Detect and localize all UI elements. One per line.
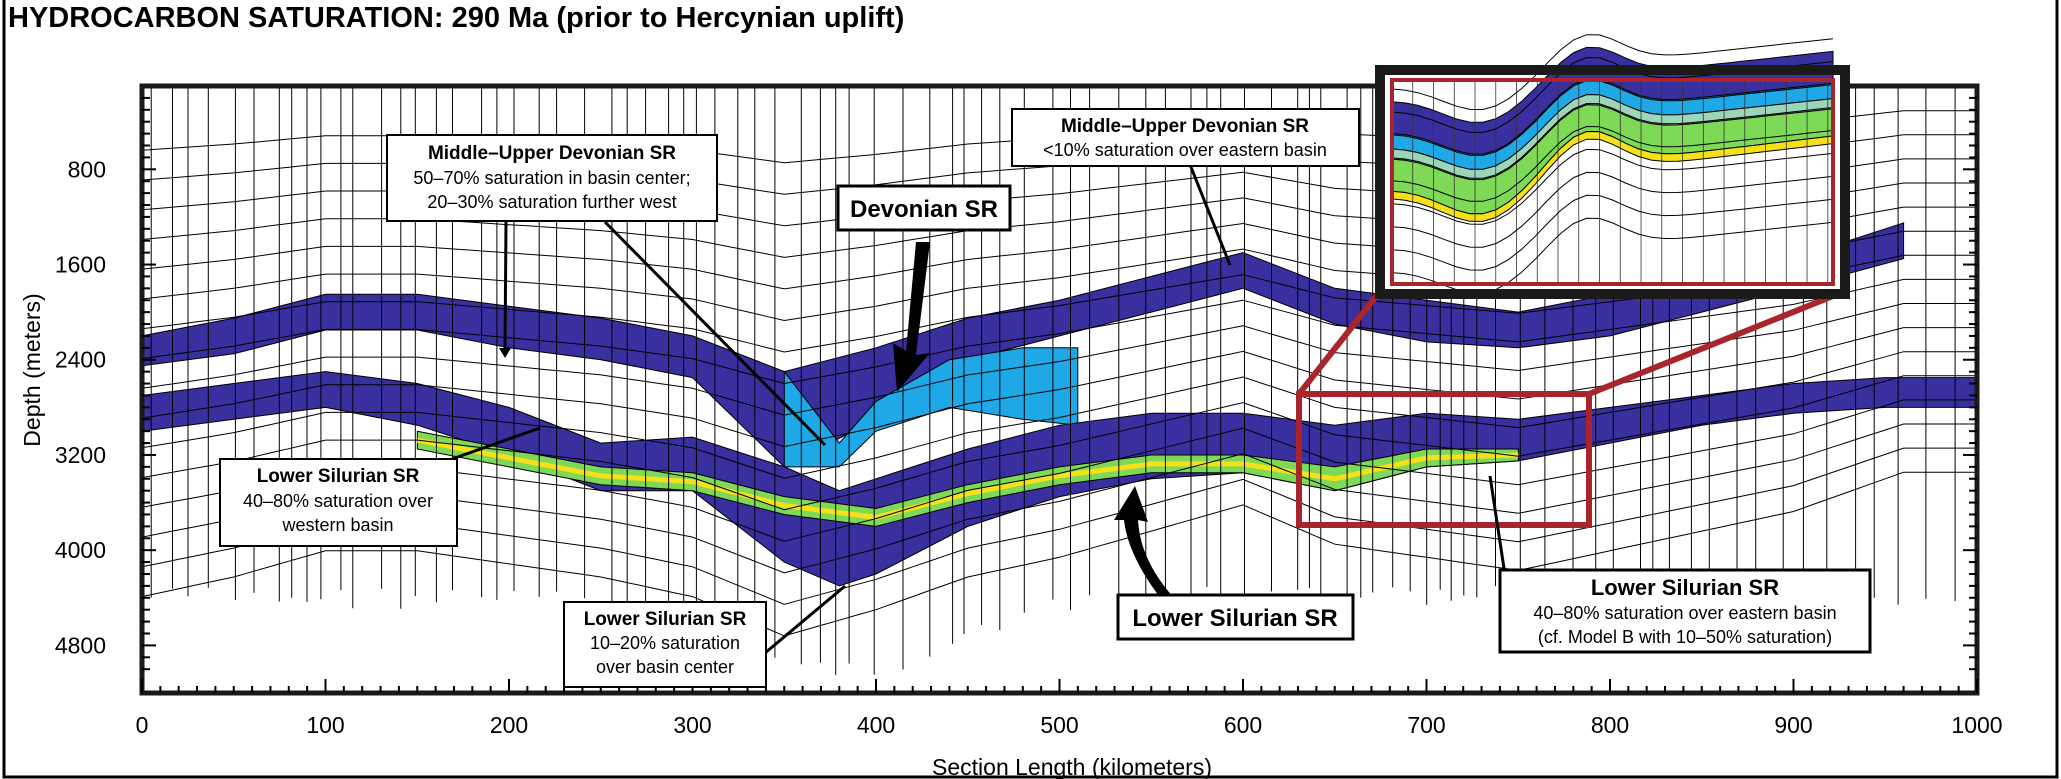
svg-text:10–20% saturation: 10–20% saturation — [590, 633, 740, 653]
inset-grid-surface — [1391, 80, 1834, 156]
y-axis-label: Depth (meters) — [19, 293, 45, 446]
svg-text:40–80% saturation over: 40–80% saturation over — [243, 491, 433, 511]
zoom-indicator — [1296, 291, 1840, 528]
svg-text:20–30% saturation further west: 20–30% saturation further west — [427, 192, 676, 212]
inset-grid-surface — [1391, 194, 1834, 271]
x-tick-label: 900 — [1774, 712, 1812, 738]
x-tick-label: 1000 — [1951, 712, 2002, 738]
x-tick-label: 800 — [1591, 712, 1629, 738]
svg-text:Devonian SR: Devonian SR — [850, 196, 998, 223]
y-tick-label: 800 — [68, 156, 106, 182]
grid-surface — [142, 303, 1977, 416]
x-tick-label: 100 — [306, 712, 344, 738]
x-tick-label: 0 — [136, 712, 149, 738]
annotation-leaders — [451, 151, 1507, 655]
svg-text:Lower Silurian SR: Lower Silurian SR — [1591, 575, 1779, 600]
svg-text:over basin center: over basin center — [596, 657, 734, 677]
annotation-devonian-sr: Devonian SR — [836, 184, 1012, 232]
inset-grid-surface — [1391, 125, 1834, 202]
layer-0 — [142, 222, 1905, 468]
annotation-silurian-east: Lower Silurian SR 40–80% saturation over… — [1498, 568, 1872, 654]
grid-surface — [142, 375, 1977, 511]
svg-text:50–70% saturation in basin cen: 50–70% saturation in basin center; — [413, 168, 690, 188]
annotation-silurian-center: Lower Silurian SR 10–20% saturation over… — [563, 601, 767, 688]
y-tick-label: 4000 — [55, 537, 106, 563]
devonian-arrow — [893, 242, 930, 392]
svg-text:Middle–Upper Devonian SR: Middle–Upper Devonian SR — [1061, 116, 1309, 137]
y-tick-label: 1600 — [55, 252, 106, 278]
svg-text:<10% saturation over eastern b: <10% saturation over eastern basin — [1043, 140, 1327, 160]
inset-zoom-panel — [1375, 34, 1850, 299]
annotation-devonian-east: Middle–Upper Devonian SR <10% saturation… — [1011, 108, 1360, 167]
x-tick-label: 400 — [857, 712, 895, 738]
annotation-lower-silurian-sr: Lower Silurian SR — [1116, 593, 1355, 641]
inset-grid-surface — [1391, 148, 1834, 225]
y-tick-label: 3200 — [55, 442, 106, 468]
x-tick-label: 300 — [673, 712, 711, 738]
inset-grid-surface — [1391, 102, 1834, 179]
svg-text:Middle–Upper Devonian SR: Middle–Upper Devonian SR — [428, 143, 676, 164]
svg-text:Lower Silurian SR: Lower Silurian SR — [257, 466, 420, 487]
x-tick-label: 200 — [490, 712, 528, 738]
y-axis: 800 1600 2400 3200 4000 4800 — [55, 96, 1977, 671]
layer-horizon-yellow — [416, 437, 1519, 520]
inset-grid-surface — [1391, 34, 1834, 111]
annotation-devonian-west: Middle–Upper Devonian SR 50–70% saturati… — [386, 134, 718, 222]
svg-text:40–80% saturation over eastern: 40–80% saturation over eastern basin — [1533, 603, 1836, 623]
svg-text:Lower Silurian SR: Lower Silurian SR — [1132, 605, 1337, 632]
y-tick-label: 2400 — [55, 347, 106, 373]
x-axis-label: Section Length (kilometers) — [932, 754, 1212, 779]
grid-surface — [142, 327, 1977, 448]
x-tick-label: 600 — [1224, 712, 1262, 738]
annotation-silurian-west: Lower Silurian SR 40–80% saturation over… — [219, 458, 458, 547]
grid-surface — [142, 278, 1977, 385]
svg-text:Lower Silurian SR: Lower Silurian SR — [584, 609, 747, 630]
chart-title: HYDROCARBON SATURATION: 290 Ma (prior to… — [8, 2, 904, 34]
grid-surface — [142, 471, 1977, 637]
inset-grid-surface — [1391, 171, 1834, 248]
x-tick-label: 700 — [1407, 712, 1445, 738]
svg-text:(cf. Model B with 10–50% satur: (cf. Model B with 10–50% saturation) — [1538, 627, 1832, 647]
x-tick-label: 500 — [1040, 712, 1078, 738]
y-tick-label: 4800 — [55, 632, 106, 658]
svg-text:western basin: western basin — [281, 515, 393, 535]
grid-surface — [142, 351, 1977, 479]
lower-silurian-arrow — [1114, 486, 1174, 600]
x-axis: 0 100 200 300 400 500 600 700 800 900 1000 — [136, 679, 2003, 738]
